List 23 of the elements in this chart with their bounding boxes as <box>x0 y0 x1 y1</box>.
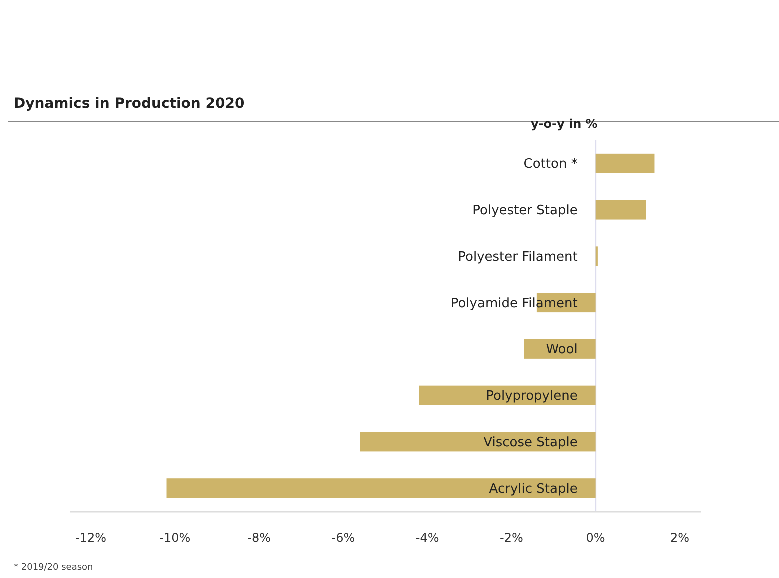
x-tick-label: -4% <box>416 531 440 545</box>
x-axis-title: y-o-y in % <box>530 117 598 131</box>
bar <box>596 154 655 174</box>
y-tick-label: Cotton * <box>524 157 578 172</box>
bar <box>166 478 596 498</box>
x-tick-label: -12% <box>76 531 107 545</box>
x-tick-label: -6% <box>332 531 356 545</box>
bar <box>596 200 646 220</box>
y-tick-label: Polyester Staple <box>472 204 578 219</box>
bar <box>524 339 596 359</box>
y-tick-label: Polyester Filament <box>458 250 578 265</box>
x-tick-label: -8% <box>248 531 271 545</box>
x-tick-label: -10% <box>160 531 191 545</box>
y-tick-label: Viscose Staple <box>484 436 578 451</box>
chart-title: Dynamics in Production 2020 <box>14 96 245 112</box>
bar <box>360 432 596 452</box>
x-tick-label: -2% <box>500 531 524 545</box>
x-tick-label: 0% <box>586 531 606 545</box>
y-tick-label: Polypropylene <box>486 389 578 404</box>
y-tick-label: Acrylic Staple <box>489 482 578 497</box>
x-tick-label: 2% <box>670 531 690 545</box>
y-tick-label: Wool <box>546 342 578 358</box>
text: * 2019/20 season <box>14 563 94 573</box>
